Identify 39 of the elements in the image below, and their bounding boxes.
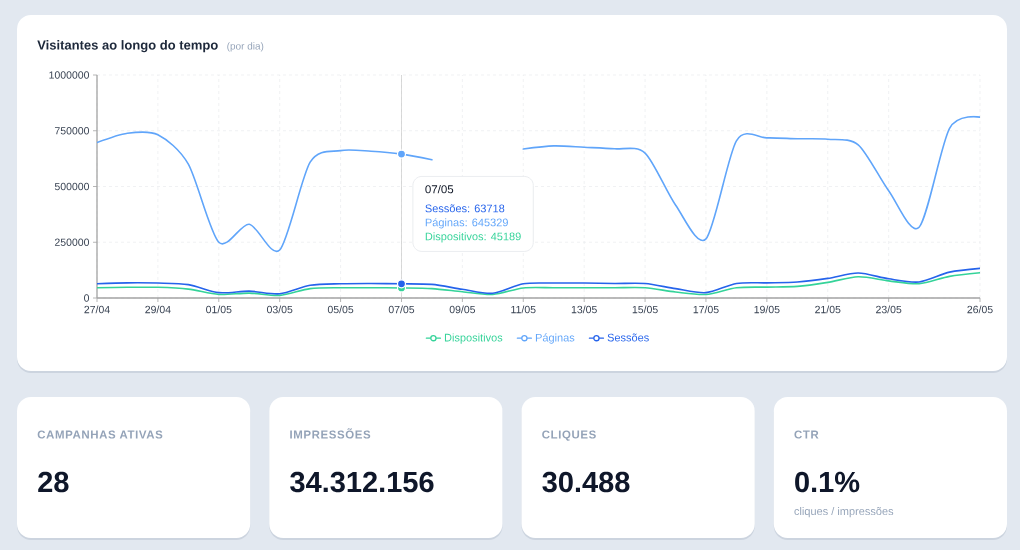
text: cliques / impressões — [794, 507, 894, 518]
y-tick-label: 500000 — [54, 182, 90, 191]
x-tick-label: 13/05 — [571, 305, 597, 314]
legend-label: Sessões — [607, 333, 649, 342]
x-tick-label: 15/05 — [632, 305, 658, 314]
y-tick-label: 0 — [84, 294, 90, 302]
annotation: Páginas: 645329 — [425, 218, 508, 229]
x-tick-label: 09/05 — [449, 305, 476, 314]
x-tick-label: 21/05 — [815, 305, 841, 314]
x-tick-label: 17/05 — [693, 305, 719, 314]
x-tick-label: 07/05 — [388, 305, 415, 314]
text: 34.312.156 — [290, 471, 434, 493]
y-tick-label: 1000000 — [49, 71, 90, 79]
line-series — [97, 267, 980, 295]
text: CAMPANHAS ATIVAS — [37, 430, 163, 439]
y-tick-label: 750000 — [54, 127, 90, 135]
text: CTR — [794, 430, 819, 439]
annotation: Sessões: 63718 — [425, 204, 505, 213]
x-tick-label: 05/05 — [327, 305, 354, 314]
x-tick-label: 19/05 — [754, 305, 780, 314]
x-tick-label: 23/05 — [876, 305, 902, 314]
text: CLIQUES — [542, 430, 596, 441]
text: 30.488 — [542, 471, 630, 493]
text: 0.1% — [795, 471, 860, 493]
legend-label: Páginas — [535, 333, 575, 344]
legend-label: Dispositivos — [444, 333, 503, 344]
chart-subtitle: (por dia) — [227, 42, 264, 52]
y-tick-label: 250000 — [54, 238, 90, 246]
x-tick-label: 03/05 — [266, 305, 293, 314]
annotation: Dispositivos: 45189 — [425, 232, 521, 243]
x-tick-label: 27/04 — [84, 305, 110, 314]
text: IMPRESSÕES — [290, 428, 371, 439]
chart-title: Visitantes ao longo do tempo — [37, 40, 218, 53]
annotation: 07/05 — [425, 184, 454, 194]
x-tick-label: 26/05 — [967, 305, 993, 314]
x-tick-label: 29/04 — [145, 305, 171, 314]
x-tick-label: 11/05 — [511, 305, 536, 314]
text: 28 — [38, 471, 69, 493]
x-tick-label: 01/05 — [206, 305, 232, 314]
